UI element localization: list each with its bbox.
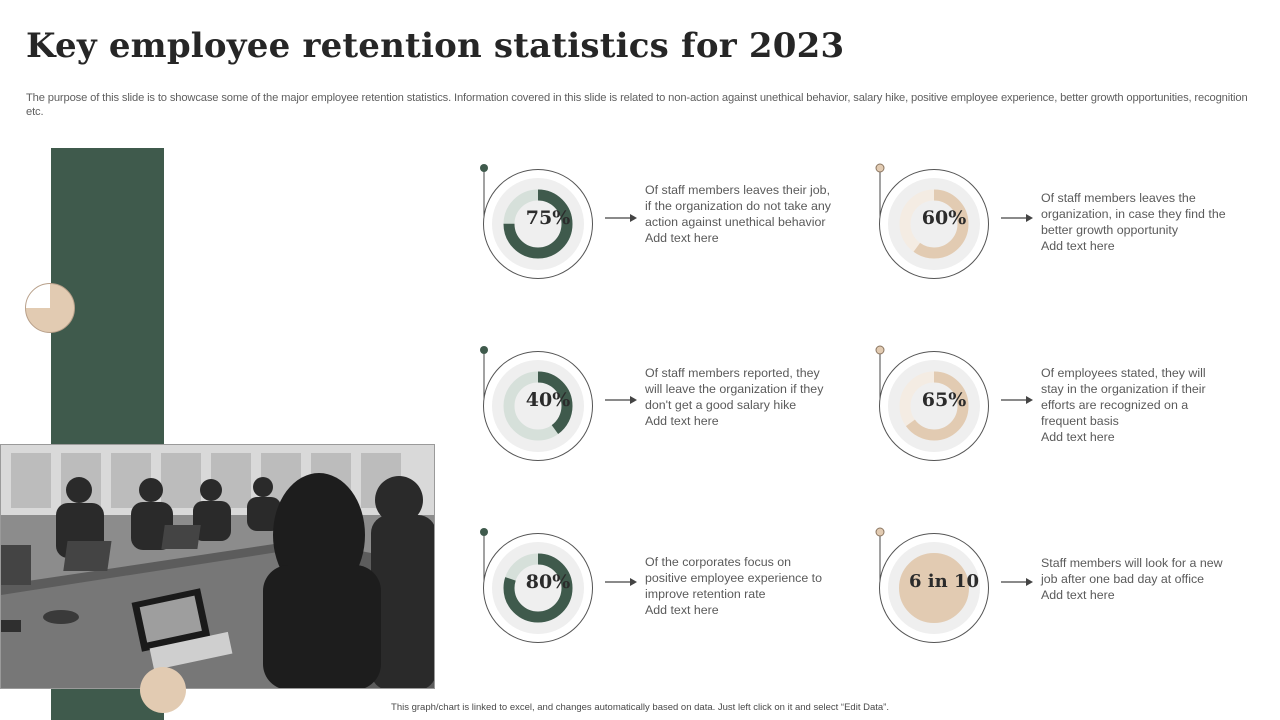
description-text: Of staff members reported, they will lea… (645, 366, 824, 412)
arrow-right-icon (605, 396, 637, 404)
donut-fill (899, 371, 969, 441)
donut-fill (503, 553, 573, 623)
stat-description: Of staff members reported, they will lea… (645, 365, 835, 429)
meeting-photo (0, 444, 435, 689)
description-text: Of staff members leaves their job, if th… (645, 183, 831, 229)
donut-fill (503, 189, 573, 259)
marker-dot (875, 345, 885, 355)
slide-title: Key employee retention statistics for 20… (26, 26, 845, 66)
arrow-right-icon (1001, 214, 1033, 222)
donut-chart (875, 163, 989, 279)
stat-value: 65% (921, 389, 967, 411)
donut-chart (875, 345, 989, 461)
donut-chart (480, 346, 593, 461)
stat-description: Of staff members leaves their job, if th… (645, 182, 835, 246)
donut-fill (899, 553, 969, 623)
description-text: Staff members will look for a new job af… (1041, 556, 1223, 586)
description-text: Of staff members leaves the organization… (1041, 191, 1226, 237)
donut-chart (480, 164, 593, 279)
stat-card: 65% Of employees stated, they will stay … (874, 344, 1274, 464)
stat-value: 6 in 10 (908, 571, 980, 592)
marker-dot (480, 346, 488, 354)
donut-chart (480, 528, 593, 643)
add-text-placeholder: Add text here (645, 414, 719, 428)
stat-value: 75% (525, 207, 571, 229)
stat-description: Of the corporates focus on positive empl… (645, 554, 835, 618)
stat-card: 60% Of staff members leaves the organiza… (874, 162, 1274, 282)
add-text-placeholder: Add text here (645, 231, 719, 245)
footer-note: This graph/chart is linked to excel, and… (391, 702, 889, 713)
stat-value: 60% (921, 207, 967, 229)
stat-value: 80% (525, 571, 571, 593)
stat-description: Of employees stated, they will stay in t… (1041, 365, 1231, 445)
donut-chart (875, 527, 989, 643)
stat-description: Staff members will look for a new job af… (1041, 555, 1231, 603)
stat-card: 40% Of staff members reported, they will… (478, 344, 878, 464)
quarter-pie-icon (25, 283, 75, 333)
donut-fill (503, 371, 573, 441)
donut-fill (899, 189, 969, 259)
arrow-right-icon (605, 578, 637, 586)
slide-subtitle: The purpose of this slide is to showcase… (26, 92, 1248, 118)
marker-dot (480, 528, 488, 536)
arrow-right-icon (1001, 396, 1033, 404)
description-text: Of the corporates focus on positive empl… (645, 555, 823, 601)
add-text-placeholder: Add text here (1041, 239, 1115, 253)
marker-dot (875, 163, 885, 173)
description-text: Of employees stated, they will stay in t… (1041, 366, 1206, 428)
stat-card: 75% Of staff members leaves their job, i… (478, 162, 878, 282)
stat-card: 6 in 10 Staff members will look for a ne… (874, 526, 1274, 646)
arrow-right-icon (605, 214, 637, 222)
decor-circle (140, 667, 186, 713)
add-text-placeholder: Add text here (645, 603, 719, 617)
add-text-placeholder: Add text here (1041, 430, 1115, 444)
add-text-placeholder: Add text here (1041, 588, 1115, 602)
arrow-right-icon (1001, 578, 1033, 586)
stat-card: 80% Of the corporates focus on positive … (478, 526, 878, 646)
marker-dot (480, 164, 488, 172)
stat-description: Of staff members leaves the organization… (1041, 190, 1231, 254)
stat-value: 40% (525, 389, 571, 411)
marker-dot (875, 527, 885, 537)
